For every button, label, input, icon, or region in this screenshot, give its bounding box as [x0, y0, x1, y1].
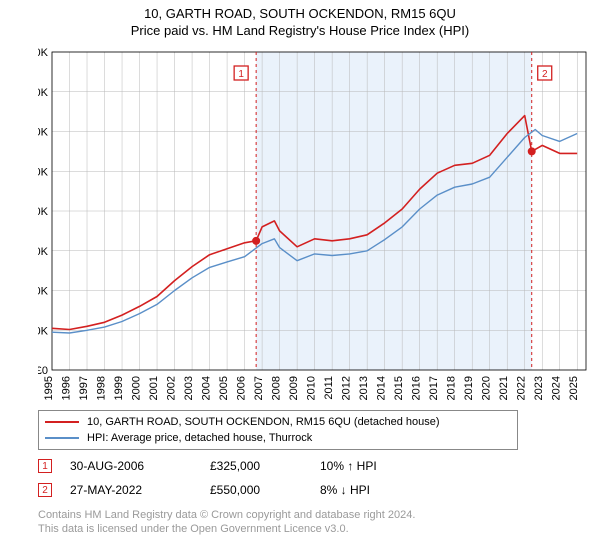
svg-text:2025: 2025 [568, 376, 580, 400]
svg-text:2003: 2003 [183, 376, 195, 400]
svg-text:2010: 2010 [306, 376, 318, 400]
svg-text:£600K: £600K [38, 127, 49, 139]
svg-text:£500K: £500K [38, 166, 49, 178]
legend: 10, GARTH ROAD, SOUTH OCKENDON, RM15 6QU… [38, 410, 518, 450]
svg-text:2008: 2008 [271, 376, 283, 400]
sale-price: £550,000 [210, 483, 320, 497]
svg-text:1998: 1998 [96, 376, 108, 400]
footer-line1: Contains HM Land Registry data © Crown c… [38, 508, 415, 522]
svg-text:2009: 2009 [288, 376, 300, 400]
svg-text:£200K: £200K [38, 286, 49, 298]
legend-item: HPI: Average price, detached house, Thur… [45, 430, 511, 446]
sale-marker-icon: 2 [38, 483, 52, 497]
sale-row: 1 30-AUG-2006 £325,000 10% ↑ HPI [38, 454, 430, 478]
footer: Contains HM Land Registry data © Crown c… [38, 508, 415, 536]
svg-text:1996: 1996 [61, 376, 73, 400]
svg-text:1997: 1997 [78, 376, 90, 400]
svg-text:2011: 2011 [323, 376, 335, 400]
svg-text:1999: 1999 [113, 376, 125, 400]
svg-text:£100K: £100K [38, 325, 49, 337]
legend-swatch [45, 437, 79, 438]
legend-item: 10, GARTH ROAD, SOUTH OCKENDON, RM15 6QU… [45, 414, 511, 430]
sale-diff: 10% ↑ HPI [320, 459, 430, 473]
svg-text:2019: 2019 [463, 376, 475, 400]
footer-line2: This data is licensed under the Open Gov… [38, 522, 415, 536]
svg-text:2013: 2013 [358, 376, 370, 400]
svg-text:2004: 2004 [201, 376, 213, 400]
svg-text:2012: 2012 [341, 376, 353, 400]
svg-text:£400K: £400K [38, 206, 49, 218]
legend-label: HPI: Average price, detached house, Thur… [87, 432, 312, 444]
sale-price: £325,000 [210, 459, 320, 473]
svg-text:£300K: £300K [38, 246, 49, 258]
svg-text:2021: 2021 [498, 376, 510, 400]
svg-text:2018: 2018 [446, 376, 458, 400]
svg-text:2023: 2023 [533, 376, 545, 400]
sale-date: 27-MAY-2022 [70, 483, 210, 497]
chart-area: £0 £100K £200K £300K £400K £500K £600K £700K £80… [38, 48, 592, 400]
sale-diff: 8% ↓ HPI [320, 483, 430, 497]
svg-text:2015: 2015 [393, 376, 405, 400]
sales-block: 1 30-AUG-2006 £325,000 10% ↑ HPI 2 27-MA… [38, 454, 430, 502]
svg-text:1: 1 [238, 69, 244, 80]
svg-text:2000: 2000 [131, 376, 143, 400]
svg-text:2014: 2014 [376, 376, 388, 400]
title-address: 10, GARTH ROAD, SOUTH OCKENDON, RM15 6QU [0, 6, 600, 21]
svg-text:2022: 2022 [516, 376, 528, 400]
svg-text:2017: 2017 [428, 376, 440, 400]
svg-text:2020: 2020 [481, 376, 493, 400]
legend-swatch [45, 421, 79, 423]
chart-container: 10, GARTH ROAD, SOUTH OCKENDON, RM15 6QU… [0, 0, 600, 560]
legend-label: 10, GARTH ROAD, SOUTH OCKENDON, RM15 6QU… [87, 416, 440, 428]
title-block: 10, GARTH ROAD, SOUTH OCKENDON, RM15 6QU… [0, 0, 600, 38]
sale-date: 30-AUG-2006 [70, 459, 210, 473]
svg-text:2002: 2002 [166, 376, 178, 400]
title-subtitle: Price paid vs. HM Land Registry's House … [0, 23, 600, 38]
chart-svg: £0 £100K £200K £300K £400K £500K £600K £700K £80… [38, 48, 592, 400]
sale-marker-icon: 1 [38, 459, 52, 473]
svg-text:2005: 2005 [218, 376, 230, 400]
svg-text:2016: 2016 [411, 376, 423, 400]
svg-text:2001: 2001 [148, 376, 160, 400]
svg-text:£700K: £700K [38, 87, 49, 99]
svg-text:1995: 1995 [43, 376, 55, 400]
svg-text:£0: £0 [38, 365, 48, 377]
svg-text:2024: 2024 [551, 376, 563, 400]
sale-row: 2 27-MAY-2022 £550,000 8% ↓ HPI [38, 478, 430, 502]
svg-text:2006: 2006 [236, 376, 248, 400]
svg-text:2007: 2007 [253, 376, 265, 400]
svg-text:£800K: £800K [38, 48, 49, 59]
svg-text:2: 2 [542, 69, 548, 80]
